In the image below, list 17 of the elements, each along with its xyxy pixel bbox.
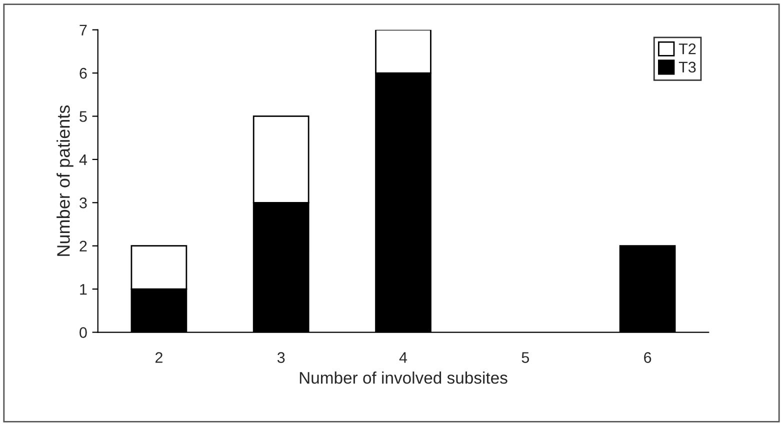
legend-label: T2: [678, 43, 696, 54]
y-axis-title: Number of patients: [56, 105, 74, 256]
x-tick-label: 6: [644, 352, 652, 363]
x-tick-label: 5: [522, 352, 529, 363]
x-tick-label: 2: [155, 352, 162, 363]
x-tick-label: 4: [399, 352, 408, 363]
y-tick-label: 7: [80, 24, 87, 36]
y-tick-label: 4: [79, 154, 88, 165]
y-tick-label: 3: [80, 198, 87, 208]
y-tick-label: 2: [80, 240, 87, 252]
y-tick-label: 5: [80, 111, 87, 122]
y-tick-label: 1: [80, 284, 87, 295]
y-tick-label: 6: [80, 68, 87, 79]
legend-label: T3: [678, 62, 696, 73]
x-tick-label: 3: [277, 352, 285, 363]
x-axis-title: Number of involved subsites: [300, 372, 508, 384]
y-tick-label: 0: [80, 327, 87, 338]
